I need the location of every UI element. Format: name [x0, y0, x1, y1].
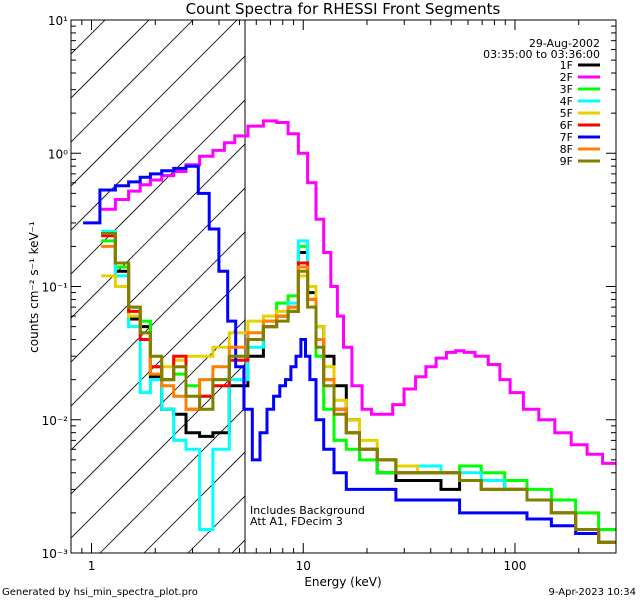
date-label: 29-Aug-2002 [529, 37, 600, 50]
hatch-line [71, 20, 150, 99]
legend-label: 2F [560, 71, 573, 84]
x-tick-label: 1 [88, 559, 96, 573]
legend-label: 5F [560, 107, 573, 120]
series-layer [83, 119, 616, 544]
hatch-line [71, 20, 238, 187]
x-tick-label: 10 [296, 559, 311, 573]
legend-label: 7F [560, 131, 573, 144]
hatch-line [143, 451, 245, 553]
y-axis-label: counts cm⁻² s⁻¹ keV⁻¹ [27, 221, 41, 353]
x-tick-labels: 1 10 100 [88, 559, 527, 573]
legend-label: 8F [560, 143, 573, 156]
hatch-line [71, 363, 245, 539]
series-9F-line [101, 232, 616, 544]
hatch-line [71, 231, 245, 407]
annotation-attenuator: Att A1, FDecim 3 [250, 515, 343, 528]
axis-ticks [70, 19, 617, 554]
legend-label: 6F [560, 119, 573, 132]
x-axis-label: Energy (keV) [304, 575, 381, 589]
y-tick-label: 10⁻¹ [42, 281, 69, 295]
y-tick-labels: 10⁻³ 10⁻² 10⁻¹ 10⁰ 10¹ [42, 14, 69, 561]
legend-label: 9F [560, 155, 573, 168]
footer-timestamp: 9-Apr-2023 10:34 [549, 587, 636, 598]
hatch-line [71, 319, 245, 495]
legend-label: 4F [560, 95, 573, 108]
hatch-line [71, 20, 194, 143]
y-tick-label: 10¹ [48, 14, 68, 28]
hatch-line [71, 187, 245, 363]
series-7F-line [83, 164, 616, 544]
hatch-line [99, 407, 245, 553]
x-tick-label: 100 [504, 559, 527, 573]
hatch-line [71, 99, 245, 275]
annotation-background: Includes Background [250, 504, 365, 517]
hatch-line [71, 55, 245, 231]
footer-generator: Generated by hsi_min_spectra_plot.pro [2, 587, 198, 598]
y-tick-label: 10⁻² [42, 414, 69, 428]
y-tick-label: 10⁻³ [42, 547, 69, 561]
y-tick-label: 10⁰ [48, 147, 68, 161]
legend-label: 3F [560, 83, 573, 96]
chart-title: Count Spectra for RHESSI Front Segments [186, 0, 501, 18]
legend-label: 1F [560, 59, 573, 72]
time-range-label: 03:35:00 to 03:36:00 [483, 48, 600, 61]
